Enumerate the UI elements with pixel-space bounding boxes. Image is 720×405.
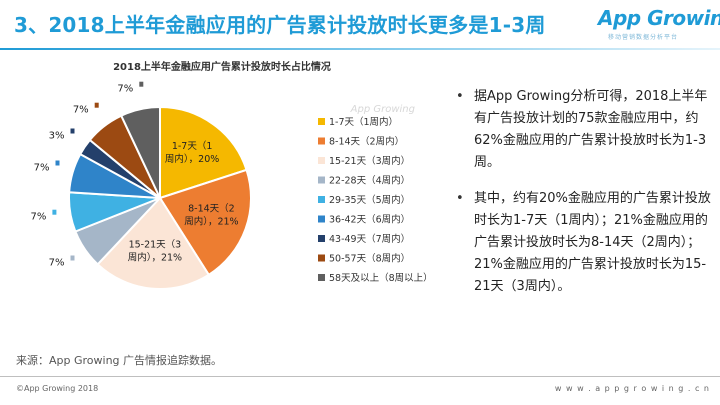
brand-logo: App Growing 移动营销数据分析平台 — [598, 6, 720, 42]
slice-label: 7% — [49, 258, 65, 269]
title-divider — [0, 48, 720, 50]
logo-tagline: 移动营销数据分析平台 — [608, 34, 679, 41]
chart-legend: 1-7天（1周内） 8-14天（2周内） 15-21天（3周内） 22-28天（4周内… — [318, 116, 433, 284]
slice-label: 7% — [73, 105, 89, 116]
header: 3、2018上半年金融应用的广告累计投放时长更多是1-3周 App Growin… — [0, 0, 720, 48]
footer-divider — [0, 376, 720, 377]
footer-url: w w w . a p p g r o w i n g . c n — [554, 384, 710, 393]
bullet-dot-icon: • — [456, 191, 464, 206]
legend-swatch — [318, 176, 325, 184]
bullet-text: 据App Growing分析可得，2018上半年有广告投放计划的75款金融应用中… — [474, 89, 708, 170]
source-note: 来源：App Growing 广告情报追踪数据。 — [16, 354, 223, 367]
chart-watermark: App Growing — [350, 104, 415, 115]
legend-swatch — [318, 196, 325, 203]
legend-label: 15-21天（3周内） — [329, 155, 410, 167]
legend-label: 58天及以上（8周以上） — [329, 272, 433, 284]
slice-label: 7% — [117, 84, 133, 95]
slice-label: 1-7天（1 周内），20% — [165, 140, 219, 165]
slice-label-marker — [94, 102, 99, 108]
page-title: 3、2018上半年金融应用的广告累计投放时长更多是1-3周 — [14, 13, 546, 37]
chart-title: 2018上半年金融应用广告累计投放时长占比情况 — [113, 60, 331, 73]
legend-label: 1-7天（1周内） — [329, 116, 398, 128]
slice-label-marker — [52, 209, 57, 215]
legend-label: 36-42天（6周内） — [329, 214, 410, 226]
legend-label: 29-35天（5周内） — [329, 194, 410, 206]
legend-swatch — [318, 215, 325, 223]
legend-label: 8-14天（2周内） — [329, 136, 404, 148]
legend-swatch — [318, 235, 325, 242]
bullet-dot-icon: • — [456, 89, 464, 104]
pie-slice — [159, 105, 248, 200]
slice-labels: 1-7天（1 周内），20% 8-14天（2 周内），21%15-21天（3 周内），2… — [31, 81, 239, 269]
legend-swatch — [318, 254, 325, 262]
legend-swatch — [318, 118, 325, 125]
slice-label: 3% — [49, 131, 65, 142]
pie-slices — [68, 105, 252, 290]
slice-label-marker — [139, 81, 144, 87]
copyright: ©App Growing 2018 — [16, 384, 99, 393]
slice-label-marker — [70, 255, 75, 261]
pie-slice — [158, 168, 252, 277]
slice-label: 15-21天（3 周内），21% — [128, 238, 182, 263]
pie-slice — [96, 196, 211, 290]
legend-label: 22-28天（4周内） — [329, 175, 410, 187]
slice-label: 7% — [31, 212, 47, 223]
analysis-bullets: • 据App Growing分析可得，2018上半年有广告投放计划的75款金融应… — [456, 86, 714, 312]
legend-label: 43-49天（7周内） — [329, 233, 410, 245]
bullet-item: • 据App Growing分析可得，2018上半年有广告投放计划的75款金融应… — [456, 86, 714, 174]
slice-label-marker — [55, 160, 60, 166]
legend-label: 50-57天（8周内） — [329, 253, 410, 265]
pie-slice — [119, 105, 161, 199]
pie-chart: 2018上半年金融应用广告累计投放时长占比情况 App Growing 1-7天… — [31, 60, 433, 290]
slice-label: 8-14天（2 周内），21% — [184, 203, 238, 228]
logo-text: App Growing — [598, 6, 720, 30]
bullet-item: • 其中，约有20%金融应用的广告累计投放时长为1-7天（1周内）；21%金融应… — [456, 188, 714, 298]
legend-swatch — [318, 137, 325, 145]
slice-label: 7% — [34, 163, 50, 174]
slice-label-marker — [70, 128, 75, 134]
bullet-text: 其中，约有20%金融应用的广告累计投放时长为1-7天（1周内）；21%金融应用的… — [474, 191, 711, 294]
legend-swatch — [318, 274, 325, 281]
legend-swatch — [318, 157, 325, 164]
